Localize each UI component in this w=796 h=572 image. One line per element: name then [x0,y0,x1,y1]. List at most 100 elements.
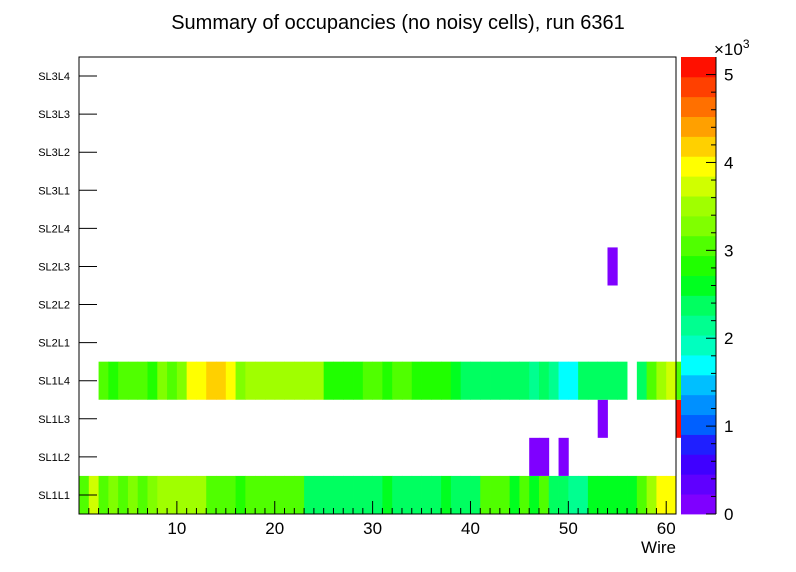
heatmap-cell [617,475,628,514]
heatmap-cell [548,475,559,514]
heatmap-cell [607,247,618,286]
heatmap-cell [558,475,569,514]
x-axis-label: Wire [641,538,676,557]
z-tick-label: 3 [724,241,733,260]
y-tick-label: SL2L4 [38,223,70,235]
color-scale-band [681,156,716,177]
heatmap-cell [490,475,501,514]
heatmap-cell [313,475,325,514]
x-tick-label: 50 [559,519,578,538]
color-scale-band [681,394,716,416]
y-tick-label: SL1L2 [38,452,70,464]
y-tick-label: SL1L3 [38,414,70,426]
heatmap-cell [490,361,501,400]
y-tick-label: SL1L1 [38,490,70,502]
heatmap-cell [666,475,677,514]
heatmap-cell [607,475,618,514]
heatmap-cell [431,475,442,514]
heatmap-cell [529,475,540,514]
color-scale-band [681,414,716,435]
heatmap-cell [167,475,178,514]
color-scale-band [681,474,716,495]
color-scale-band [681,116,716,137]
heatmap-cell [186,361,197,400]
heatmap-cell [509,475,520,514]
color-scale-band [681,434,716,455]
heatmap-cells [79,247,687,514]
heatmap-cell [353,361,364,400]
color-scale-band [681,374,716,396]
heatmap-cell [118,475,129,514]
heatmap-cell [636,475,648,514]
heatmap-cell [264,475,276,514]
heatmap-cell [441,361,452,400]
heatmap-cell [225,475,236,514]
heatmap-cell [460,361,471,400]
heatmap-cell [137,361,148,400]
heatmap-cell [333,475,344,514]
heatmap-cell [196,475,207,514]
heatmap-cell [127,361,139,400]
heatmap-cell [578,361,589,400]
heatmap-cell [225,361,236,400]
heatmap-cell [529,361,540,400]
heatmap-cell [206,475,217,514]
heatmap-cell [597,399,608,438]
heatmap-cell [167,361,178,400]
heatmap-cell [411,361,422,400]
heatmap-cell [656,361,667,400]
heatmap-cell [294,361,305,400]
heatmap-cell [157,475,168,514]
y-tick-label: SL3L3 [38,109,70,121]
heatmap-cell [235,361,246,400]
heatmap-cell [607,361,618,400]
heatmap-cell [362,475,374,514]
heatmap-cell [323,361,334,400]
color-scale-band [681,275,716,296]
z-multiplier-base: ×10 [714,40,743,59]
heatmap-cell [245,361,256,400]
heatmap-cell [274,475,285,514]
heatmap-cell [186,475,197,514]
heatmap-cell [656,475,667,514]
heatmap-cell [538,437,550,476]
heatmap-cell [333,361,344,400]
heatmap-cell [646,361,657,400]
z-tick-label: 5 [724,66,733,85]
z-multiplier: ×103 [714,37,750,59]
heatmap-cell [666,361,677,400]
heatmap-cell [255,361,266,400]
x-tick-label: 40 [461,519,480,538]
heatmap-cell [636,361,648,400]
color-scale-band [681,315,716,336]
color-scale-band [681,454,716,475]
heatmap-cell [343,475,354,514]
heatmap-cell [372,475,383,514]
heatmap-cell [421,475,432,514]
heatmap-cell [176,475,188,514]
heatmap-cell [558,361,569,400]
heatmap-cell [578,475,589,514]
color-scale-band [681,76,716,98]
heatmap-cell [401,361,413,400]
heatmap-cell [216,361,227,400]
heatmap-cell [137,475,148,514]
z-tick-label: 1 [724,417,733,436]
heatmap-cell [235,475,246,514]
heatmap-cell [597,475,608,514]
heatmap-cell [548,361,559,400]
heatmap-cell [538,475,550,514]
z-tick-label: 2 [724,329,733,348]
heatmap-cell [480,361,491,400]
heatmap-cell [382,361,393,400]
heatmap-cell [529,437,540,476]
color-scale: 0 1 2 3 4 5 [681,57,733,524]
heatmap-cell [401,475,413,514]
color-scale-band [681,196,716,217]
heatmap-cell [206,361,217,400]
x-tick-label: 20 [265,519,284,538]
x-tick-label: 60 [657,519,676,538]
heatmap-cell [431,361,442,400]
heatmap-cell [441,475,452,514]
